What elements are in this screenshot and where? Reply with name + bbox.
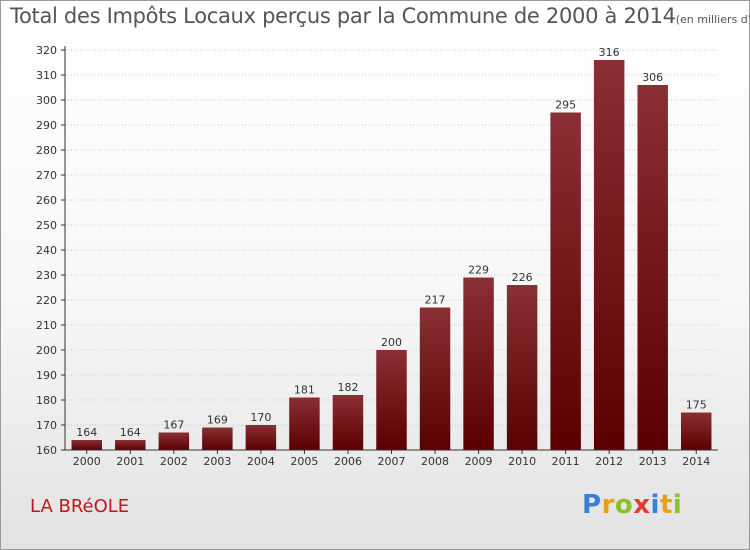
x-tick-labels: 2000 2001 2002 2003 2004 2005 2006 2007 2008 2009… xyxy=(73,455,710,468)
logo-letter: t xyxy=(659,490,673,520)
y-tick-label: 220 xyxy=(36,294,57,307)
y-tick-label: 170 xyxy=(36,419,57,432)
value-label: 170 xyxy=(250,411,271,424)
x-tick-label: 2012 xyxy=(595,455,623,468)
y-tick-label: 190 xyxy=(36,369,57,382)
x-tick-label: 2010 xyxy=(508,455,536,468)
bar xyxy=(202,427,233,450)
value-label: 217 xyxy=(425,294,446,307)
bar xyxy=(550,112,581,450)
bar xyxy=(332,395,364,450)
title-text: Total des Impôts Locaux perçus par la Co… xyxy=(10,4,676,28)
bar xyxy=(463,277,494,450)
x-tick-label: 2011 xyxy=(552,455,580,468)
x-tick-label: 2000 xyxy=(73,455,101,468)
value-label: 306 xyxy=(642,71,663,84)
value-label: 164 xyxy=(76,426,97,439)
y-tick-label: 310 xyxy=(36,69,57,82)
proxiti-logo: Proxiti xyxy=(582,490,682,520)
x-tick-label: 2014 xyxy=(682,455,710,468)
value-label: 169 xyxy=(207,414,228,427)
value-label: 175 xyxy=(686,399,707,412)
x-tick-label: 2007 xyxy=(378,455,406,468)
logo-letter: o xyxy=(614,490,634,520)
axes xyxy=(61,46,718,454)
y-tick-label: 280 xyxy=(36,144,57,157)
bar xyxy=(158,432,190,450)
y-tick-label: 300 xyxy=(36,94,57,107)
y-tick-label: 270 xyxy=(36,169,57,182)
commune-name: LA BRéOLE xyxy=(30,496,130,517)
x-tick-label: 2001 xyxy=(116,455,144,468)
y-tick-label: 260 xyxy=(36,194,57,207)
bar xyxy=(593,60,625,450)
x-tick-label: 2002 xyxy=(160,455,188,468)
x-tick-label: 2013 xyxy=(639,455,667,468)
value-label: 295 xyxy=(555,99,576,112)
gridlines xyxy=(65,49,718,426)
bar xyxy=(289,397,320,450)
chart-title: Total des Impôts Locaux perçus par la Co… xyxy=(10,4,750,28)
y-tick-label: 250 xyxy=(36,219,57,232)
value-label: 182 xyxy=(337,381,358,394)
logo-letter: i xyxy=(672,490,683,520)
y-tick-label: 200 xyxy=(36,344,57,357)
value-label: 164 xyxy=(120,426,141,439)
bar xyxy=(245,425,277,450)
y-tick-label: 230 xyxy=(36,269,57,282)
logo-letter: P xyxy=(582,490,602,520)
x-tick-label: 2008 xyxy=(421,455,449,468)
y-tick-label: 160 xyxy=(36,444,57,457)
y-tick-labels: 160 170 180 190 200 210 220 230 240 250 260 270 280 2… xyxy=(36,44,57,457)
bars xyxy=(71,60,712,450)
y-tick-label: 180 xyxy=(36,394,57,407)
value-label: 226 xyxy=(512,271,533,284)
y-tick-label: 210 xyxy=(36,319,57,332)
x-tick-label: 2004 xyxy=(247,455,275,468)
title-unit: (en milliers d'€) xyxy=(675,13,750,26)
value-label: 167 xyxy=(163,419,184,432)
value-labels: 164 164 167 169 170 181 182 200 217 229 226 295 316 3… xyxy=(76,46,706,439)
value-label: 316 xyxy=(599,46,620,59)
bar xyxy=(376,350,407,450)
x-tick-label: 2003 xyxy=(203,455,231,468)
value-label: 200 xyxy=(381,336,402,349)
y-tick-label: 290 xyxy=(36,119,57,132)
y-tick-label: 320 xyxy=(36,44,57,57)
y-tick-label: 240 xyxy=(36,244,57,257)
logo-letter: r xyxy=(601,490,615,520)
logo-letter: x xyxy=(633,490,651,520)
x-tick-label: 2005 xyxy=(290,455,318,468)
bar xyxy=(680,412,712,450)
bar xyxy=(71,440,103,450)
bar xyxy=(115,440,146,450)
bar xyxy=(506,285,538,450)
x-tick-label: 2006 xyxy=(334,455,362,468)
value-label: 229 xyxy=(468,264,489,277)
value-label: 181 xyxy=(294,384,315,397)
bar xyxy=(637,85,668,450)
bar xyxy=(419,307,451,450)
logo-letter: i xyxy=(650,490,660,520)
x-tick-label: 2009 xyxy=(465,455,493,468)
